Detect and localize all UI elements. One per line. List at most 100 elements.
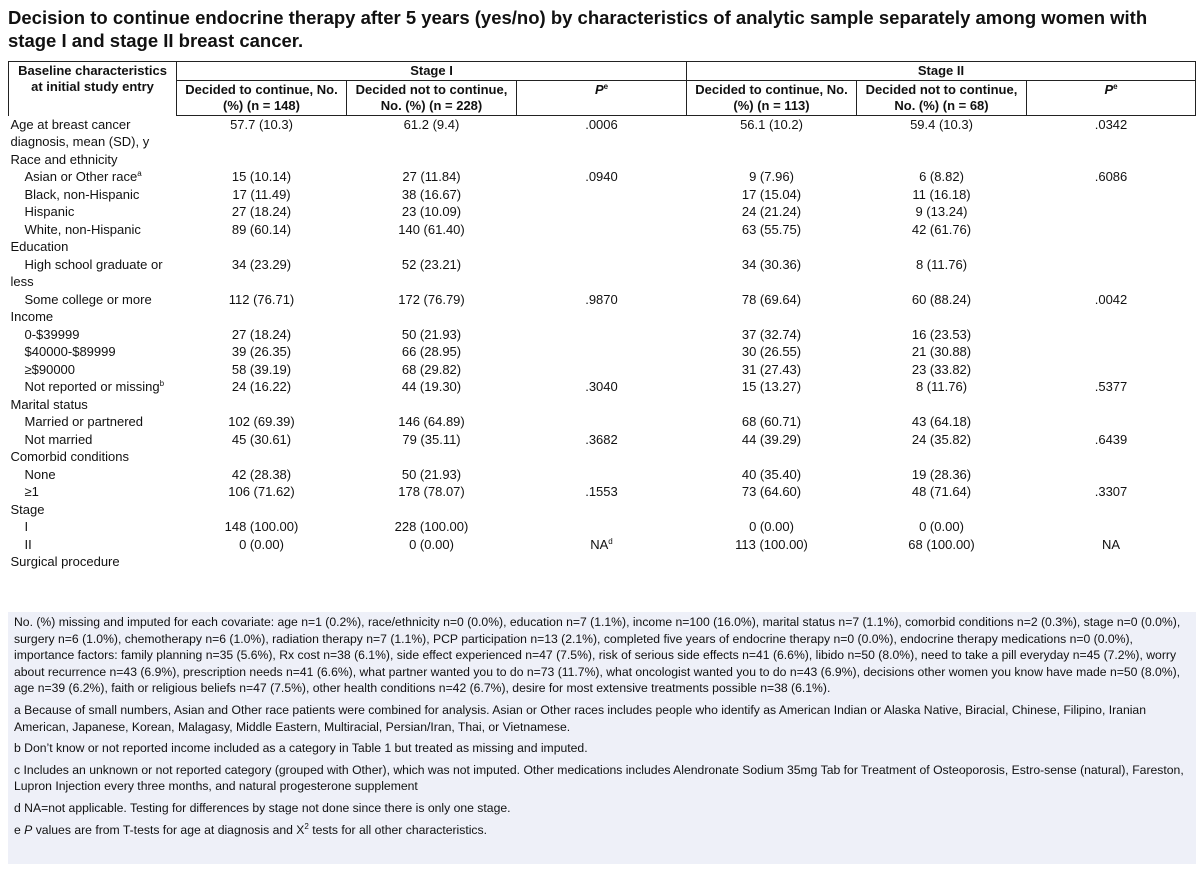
cell-text: .3682 [585,431,618,447]
row-label: 0-$39999 [9,326,177,344]
table-cell [1027,221,1196,239]
table-cell: 148 (100.00) [177,518,347,536]
table-row: Asian or Other racea 15 (10.14) 27 (11.84)… [9,168,1196,186]
cell-text: 15 (13.27) [741,379,802,394]
column-header: Pe [516,80,687,116]
cell-text: 106 (71.62) [228,484,295,499]
row-label: Stage [9,501,1196,519]
cell-text: .0042 [1094,291,1128,307]
cell-text: 59.4 (10.3) [910,117,973,132]
cell-text: .0006 [585,117,618,132]
cell-text: 68 (100.00) [908,536,975,552]
cell-text: 42 (28.38) [231,466,292,482]
cell-text: Decided to continue, No. (%) (n = 113) [695,82,848,113]
row-label: ≥1 [9,483,177,501]
table-cell: 0 (0.00) [347,536,517,554]
table-cell: 27 (18.24) [177,326,347,344]
superscript: e [1113,82,1118,91]
table-cell [1027,326,1196,344]
table-cell: 52 (23.21) [347,256,517,291]
table-row: $40000-$89999 39 (26.35) 66 (28.95) 30 (26.… [9,343,1196,361]
cell-text: 38 (16.67) [401,186,462,202]
table-cell: 34 (23.29) [177,256,347,291]
cell-text: 39 (26.35) [231,344,292,359]
cell-text: 8 (11.76) [915,379,968,394]
cell-text: 30 (26.55) [741,344,802,359]
cell-text: Not reported or missing [24,379,160,394]
cell-text: 24 (21.24) [741,204,802,219]
row-label: Race and ethnicity [9,151,1196,169]
table-cell: 16 (23.53) [857,326,1027,344]
table-row: II 0 (0.00) 0 (0.00) NAd 113 (100.00) 68 (100… [9,536,1196,554]
table-cell: 68 (29.82) [347,361,517,379]
table-cell [517,361,687,379]
table-body: Age at breast cancer diagnosis, mean (SD… [9,116,1196,571]
table-row: Comorbid conditions [9,448,1196,466]
cell-text: NA [1101,536,1121,552]
cell-text: Black, non-Hispanic [24,186,140,202]
cell-text: Education [10,239,69,254]
table-cell: 23 (33.82) [857,361,1027,379]
cell-text: 113 (100.00) [735,536,808,552]
row-label: Married or partnered [9,413,177,431]
cell-text: 56.1 (10.2) [740,117,803,132]
row-label: Asian or Other racea [9,168,177,186]
table-cell: 73 (64.60) [687,483,857,501]
table-row: 0-$39999 27 (18.24) 50 (21.93) 37 (32.74) 16… [9,326,1196,344]
cell-text: $40000-$89999 [24,344,116,359]
table-cell: 59.4 (10.3) [857,116,1027,151]
cell-text: 27 (18.24) [231,326,292,342]
table-cell: 79 (35.11) [347,431,517,449]
cell-text: 6 (8.82) [919,169,964,184]
group-header: Stage I [176,61,687,81]
note-text: values are from T-tests for age at diagn… [32,822,305,837]
cell-text: 50 (21.93) [401,466,462,482]
table-cell [1027,518,1196,536]
column-header: Decided to continue, No. (%) (n = 113) [686,80,857,116]
table-cell: .6086 [1027,168,1196,186]
cell-text: 146 (64.89) [398,414,465,429]
table-row: Marital status [9,396,1196,414]
table-cell: 31 (27.43) [687,361,857,379]
table-row: High school graduate or less 34 (23.29) 52… [9,256,1196,291]
note-marker: e [14,822,25,837]
table-cell: .0940 [517,168,687,186]
table-cell [1027,466,1196,484]
table-cell: 24 (35.82) [857,431,1027,449]
cell-text: 34 (30.36) [741,256,802,272]
table-cell: 66 (28.95) [347,343,517,361]
table-cell: 17 (15.04) [687,186,857,204]
cell-text: 31 (27.43) [741,361,802,377]
cell-text: 19 (28.36) [911,466,972,482]
table-row: Married or partnered 102 (69.39) 146 (64.8… [9,413,1196,431]
row-label: Not reported or missingb [9,378,177,396]
table-cell: 57.7 (10.3) [177,116,347,151]
table-cell [517,518,687,536]
cell-text: Married or partnered [24,414,144,429]
cell-text: 48 (71.64) [911,484,972,499]
table-cell: 63 (55.75) [687,221,857,239]
row-label: Marital status [9,396,1196,414]
table-cell: 34 (30.36) [687,256,857,291]
cell-text: Decided not to continue, No. (%) (n = 22… [355,82,508,113]
cell-text: 27 (11.84) [402,169,461,184]
table-cell: 19 (28.36) [857,466,1027,484]
table-cell: .0342 [1027,116,1196,151]
cell-text: 43 (64.18) [911,414,972,429]
cell-text: 68 (60.71) [741,414,802,429]
table-cell: 78 (69.64) [687,291,857,309]
table-cell: 9 (7.96) [687,168,857,186]
table-cell: NA [1027,536,1196,554]
table-cell: 38 (16.67) [347,186,517,204]
cell-text: 178 (78.07) [398,484,465,499]
table-cell: 0 (0.00) [687,518,857,536]
cell-text: High school graduate or less [10,256,163,290]
cell-text: Asian or Other race [24,169,138,184]
footnote: e P values are from T-tests for age at d… [14,822,1190,839]
row-label: ≥$90000 [9,361,177,379]
row-label: Black, non-Hispanic [9,186,177,204]
row-label: Income [9,308,1196,326]
table-cell: 44 (39.29) [687,431,857,449]
table-cell [1027,186,1196,204]
